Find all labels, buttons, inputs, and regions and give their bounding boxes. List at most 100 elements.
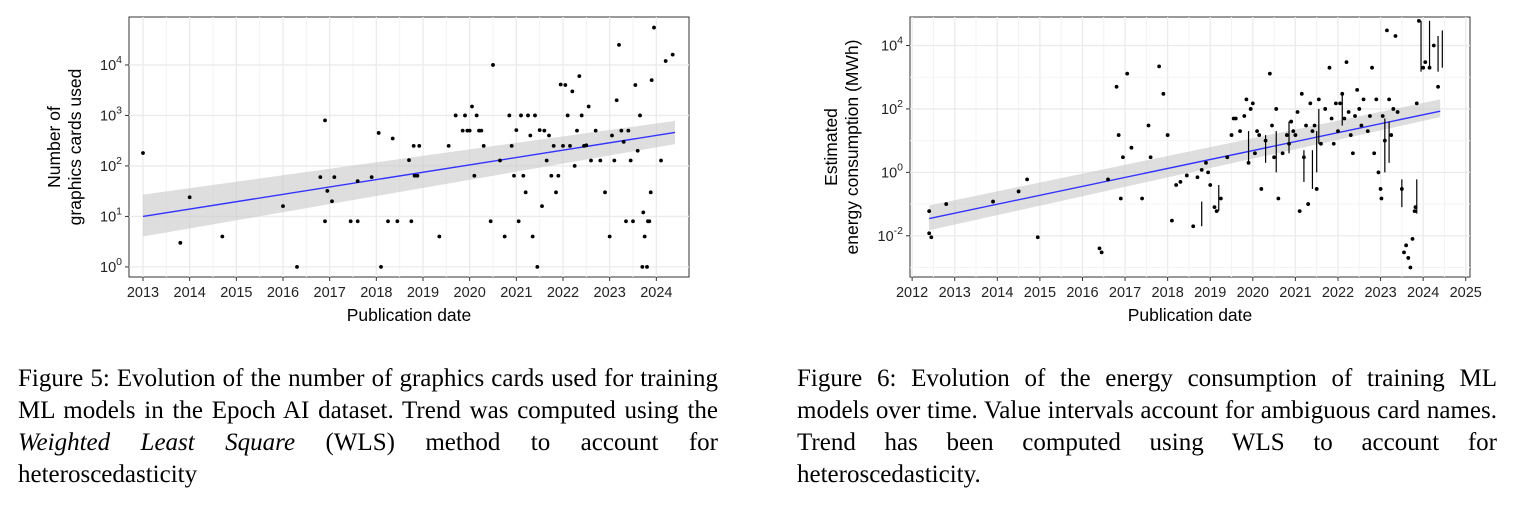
x-tick-label: 2018 — [360, 285, 392, 301]
data-point — [1431, 43, 1436, 48]
data-point — [407, 158, 411, 163]
data-point — [556, 173, 561, 178]
data-point — [1116, 133, 1121, 137]
data-point — [1402, 250, 1406, 255]
data-point — [1165, 133, 1170, 137]
data-point — [575, 128, 579, 133]
y-axis-title-line: energy consumption (MWh) — [842, 40, 862, 255]
data-point — [1106, 177, 1110, 182]
chart-energy-consumption: 2012 2013 2014 2015 2016 2017 2018 2019 2020 2021… — [821, 16, 1482, 325]
data-point — [498, 158, 502, 163]
data-point — [1350, 151, 1355, 156]
caption-text-end: (WLS) method to account for heteroscedas… — [18, 429, 718, 488]
data-point — [1238, 129, 1242, 134]
confidence-band — [143, 120, 675, 237]
data-point — [1208, 183, 1213, 187]
data-point — [1291, 129, 1296, 134]
data-point — [1389, 133, 1394, 137]
trend-line — [929, 110, 1441, 220]
data-point — [607, 234, 612, 239]
data-point — [1408, 265, 1413, 270]
x-tick-label: 2022 — [1322, 285, 1354, 301]
x-tick-label: 2013 — [939, 285, 971, 301]
x-tick-label: 2020 — [454, 285, 486, 301]
data-point — [558, 82, 563, 87]
data-point — [586, 104, 591, 109]
data-point — [1257, 133, 1262, 137]
data-point — [1297, 209, 1302, 214]
data-point — [547, 133, 551, 138]
x-tick-label: 2016 — [1066, 285, 1098, 301]
data-point — [1361, 97, 1366, 102]
x-tick-label: 2017 — [1109, 285, 1141, 301]
data-point — [652, 25, 656, 30]
data-point — [1414, 101, 1419, 106]
data-point — [1025, 177, 1030, 182]
data-point — [1312, 123, 1317, 128]
data-point — [598, 158, 603, 163]
data-point — [530, 234, 535, 239]
data-point — [628, 158, 633, 163]
data-point — [1385, 28, 1389, 33]
x-tick-label: 2019 — [407, 285, 439, 301]
x-tick-label: 2021 — [500, 285, 532, 301]
data-point — [540, 204, 544, 209]
data-point — [1344, 60, 1349, 65]
data-point — [624, 219, 628, 224]
data-point — [507, 113, 512, 118]
data-point — [1250, 101, 1255, 106]
data-point — [1118, 196, 1123, 201]
data-point — [1380, 114, 1385, 118]
data-point — [610, 133, 614, 138]
data-point — [1274, 107, 1279, 111]
data-point — [1157, 64, 1162, 69]
data-point — [621, 139, 626, 144]
data-point — [1342, 116, 1347, 121]
data-point — [521, 173, 526, 178]
data-point — [1374, 97, 1379, 102]
chart-graphics-cards: 2013 2014 2015 2016 2017 2018 2019 2020 2021 2022… — [44, 16, 690, 325]
data-point — [1229, 133, 1234, 137]
data-point — [330, 199, 334, 204]
data-point — [1376, 170, 1381, 175]
x-tick-label: 2020 — [1237, 285, 1269, 301]
data-point — [1114, 84, 1119, 89]
data-point — [1191, 224, 1196, 229]
data-point — [1387, 97, 1391, 102]
data-point — [670, 52, 675, 57]
data-point — [603, 190, 607, 195]
x-tick-label: 2016 — [267, 285, 299, 301]
data-point — [1184, 173, 1189, 178]
data-point — [642, 234, 647, 239]
data-point — [1353, 114, 1357, 118]
data-point — [415, 173, 420, 178]
data-point — [1170, 218, 1174, 223]
data-point — [589, 158, 593, 163]
caption-text: Figure 6: Evolution of the energy consum… — [797, 365, 1497, 488]
x-tick-label: 2025 — [1450, 285, 1482, 301]
data-point — [1395, 110, 1400, 114]
data-point — [479, 128, 484, 133]
data-point — [472, 173, 477, 178]
x-tick-label: 2024 — [640, 285, 672, 301]
data-point — [1276, 196, 1281, 201]
y-tick-label: 10-2 — [878, 225, 904, 245]
data-point — [1327, 65, 1332, 70]
data-point — [1319, 141, 1323, 146]
data-point — [1359, 123, 1364, 128]
data-point — [1410, 236, 1415, 241]
data-point — [1246, 160, 1251, 165]
data-point — [1338, 101, 1343, 106]
x-tick-label: 2017 — [314, 285, 346, 301]
x-axis-title: Publication date — [1128, 305, 1253, 325]
y-tick-label: 101 — [100, 205, 122, 225]
y-tick-label: 104 — [100, 54, 122, 74]
data-point — [1436, 84, 1440, 89]
data-point — [355, 179, 360, 184]
data-point — [638, 113, 642, 118]
figure-5: 2013 2014 2015 2016 2017 2018 2019 2020 2021 2022… — [0, 0, 740, 530]
data-point — [512, 173, 516, 178]
data-point — [561, 143, 565, 148]
data-point — [1314, 187, 1319, 191]
data-point — [649, 78, 654, 83]
